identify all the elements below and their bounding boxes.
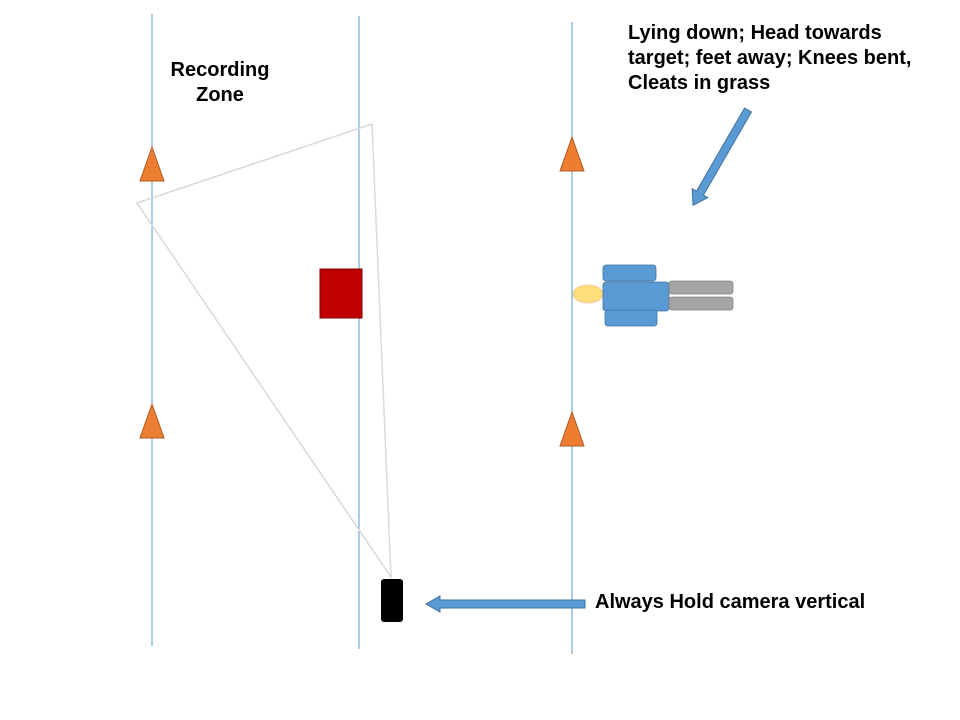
lying-person-icon <box>572 264 734 327</box>
posture-note-line2: target; feet away; Knees bent, <box>628 47 912 69</box>
recording-zone-outline <box>135 122 392 580</box>
cone-bottom-left-icon <box>139 402 165 439</box>
person-arm-bottom <box>604 309 658 327</box>
recording-zone-label-line2: Zone <box>196 84 244 106</box>
posture-note-line1: Lying down; Head towards <box>628 22 882 44</box>
person-torso <box>602 281 670 312</box>
camera-phone-icon <box>381 579 403 622</box>
recording-zone-label: Recording Zone <box>150 58 290 108</box>
cone-bottom-right-icon <box>559 410 585 447</box>
camera-arrow-icon <box>424 595 586 613</box>
posture-arrow-icon <box>691 107 753 207</box>
camera-instruction: Always Hold camera vertical <box>595 591 866 613</box>
person-head <box>572 284 604 304</box>
cone-top-left-icon <box>139 145 165 182</box>
posture-note-line3: Cleats in grass <box>628 72 771 94</box>
person-leg-bottom <box>668 296 734 311</box>
posture-note: Lying down; Head towards target; feet aw… <box>628 21 911 96</box>
target-square-icon <box>319 268 363 319</box>
recording-zone-label-line1: Recording <box>170 59 270 81</box>
person-leg-top <box>668 280 734 295</box>
person-arm-top <box>602 264 657 282</box>
cone-top-right-icon <box>559 135 585 172</box>
